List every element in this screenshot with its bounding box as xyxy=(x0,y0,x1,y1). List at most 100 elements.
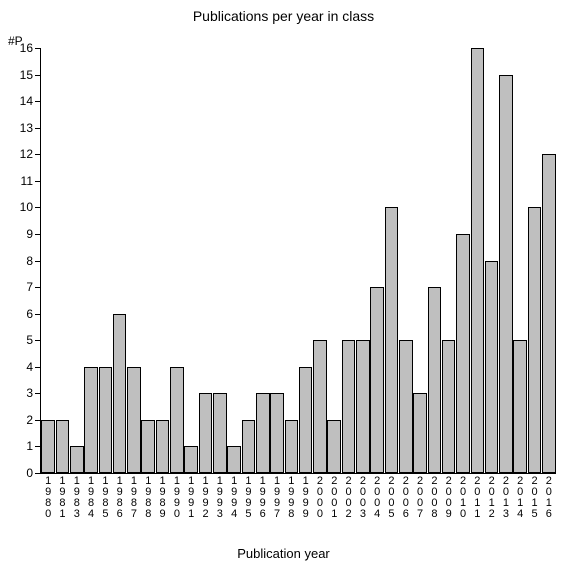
x-tick-label: 1992 xyxy=(201,476,210,520)
y-tick-label: 14 xyxy=(20,94,33,108)
plot-area: 0123456789101112131415161980198119831984… xyxy=(40,48,556,474)
bar xyxy=(342,340,356,473)
x-tick-label: 1986 xyxy=(115,476,124,520)
y-tick-label: 16 xyxy=(20,41,33,55)
x-tick-label: 1987 xyxy=(129,476,138,520)
x-tick-label: 1994 xyxy=(230,476,239,520)
y-tick xyxy=(35,207,41,208)
bar xyxy=(285,420,299,473)
y-tick xyxy=(35,181,41,182)
x-tick-label: 1990 xyxy=(172,476,181,520)
y-tick xyxy=(35,48,41,49)
y-tick xyxy=(35,154,41,155)
y-tick-label: 2 xyxy=(26,413,33,427)
y-tick xyxy=(35,314,41,315)
y-tick xyxy=(35,446,41,447)
bar xyxy=(213,393,227,473)
bar xyxy=(70,446,84,473)
bar xyxy=(184,446,198,473)
y-tick xyxy=(35,473,41,474)
x-tick-label: 1996 xyxy=(258,476,267,520)
x-tick-label: 2016 xyxy=(544,476,553,520)
bar xyxy=(399,340,413,473)
x-tick-label: 1981 xyxy=(58,476,67,520)
bar xyxy=(41,420,55,473)
bar xyxy=(356,340,370,473)
x-axis-label: Publication year xyxy=(0,546,567,561)
x-tick-label: 1988 xyxy=(144,476,153,520)
bar xyxy=(141,420,155,473)
y-tick-label: 7 xyxy=(26,280,33,294)
x-tick-label: 1983 xyxy=(72,476,81,520)
y-tick xyxy=(35,367,41,368)
bar xyxy=(199,393,213,473)
y-tick-label: 10 xyxy=(20,200,33,214)
x-tick-label: 2002 xyxy=(344,476,353,520)
bar xyxy=(327,420,341,473)
y-tick-label: 0 xyxy=(26,466,33,480)
y-tick-label: 12 xyxy=(20,147,33,161)
y-tick-label: 8 xyxy=(26,254,33,268)
bar xyxy=(471,48,485,473)
y-tick xyxy=(35,234,41,235)
x-tick-label: 2008 xyxy=(430,476,439,520)
y-tick xyxy=(35,420,41,421)
bar xyxy=(513,340,527,473)
x-tick-label: 2004 xyxy=(373,476,382,520)
publications-bar-chart: Publications per year in class #P 012345… xyxy=(0,0,567,567)
bar xyxy=(385,207,399,473)
bar xyxy=(485,261,499,474)
y-tick xyxy=(35,287,41,288)
bar xyxy=(456,234,470,473)
y-tick-label: 6 xyxy=(26,307,33,321)
x-tick-label: 2013 xyxy=(501,476,510,520)
x-tick-label: 2015 xyxy=(530,476,539,520)
bar xyxy=(413,393,427,473)
y-tick-label: 13 xyxy=(20,121,33,135)
x-tick-label: 2010 xyxy=(459,476,468,520)
y-tick-label: 11 xyxy=(21,174,33,188)
x-tick-label: 1997 xyxy=(273,476,282,520)
bar xyxy=(442,340,456,473)
bar xyxy=(499,75,513,473)
x-tick-label: 2001 xyxy=(330,476,339,520)
y-tick-label: 15 xyxy=(20,68,33,82)
x-tick-label: 1985 xyxy=(101,476,110,520)
y-tick-label: 3 xyxy=(26,386,33,400)
x-tick-label: 1993 xyxy=(215,476,224,520)
y-tick-label: 1 xyxy=(26,439,33,453)
x-tick-label: 2009 xyxy=(444,476,453,520)
bar xyxy=(428,287,442,473)
y-tick xyxy=(35,75,41,76)
bar xyxy=(56,420,70,473)
x-tick-label: 2012 xyxy=(487,476,496,520)
bar xyxy=(313,340,327,473)
x-tick-label: 1998 xyxy=(287,476,296,520)
bar xyxy=(528,207,542,473)
bar xyxy=(170,367,184,473)
bar xyxy=(256,393,270,473)
bar xyxy=(542,154,556,473)
x-tick-label: 1999 xyxy=(301,476,310,520)
bar xyxy=(99,367,113,473)
x-tick-label: 1989 xyxy=(158,476,167,520)
bar xyxy=(127,367,141,473)
x-tick-label: 2007 xyxy=(416,476,425,520)
y-tick xyxy=(35,128,41,129)
bar xyxy=(113,314,127,473)
x-tick-label: 2014 xyxy=(516,476,525,520)
bar xyxy=(227,446,241,473)
y-tick xyxy=(35,101,41,102)
y-tick xyxy=(35,340,41,341)
y-tick xyxy=(35,393,41,394)
chart-title: Publications per year in class xyxy=(0,8,567,24)
bar xyxy=(242,420,256,473)
x-tick-label: 2003 xyxy=(358,476,367,520)
y-tick-label: 9 xyxy=(26,227,33,241)
bar xyxy=(299,367,313,473)
x-tick-label: 2006 xyxy=(401,476,410,520)
x-tick-label: 2011 xyxy=(473,476,482,520)
y-tick xyxy=(35,261,41,262)
y-tick-label: 4 xyxy=(26,360,33,374)
y-tick-label: 5 xyxy=(26,333,33,347)
